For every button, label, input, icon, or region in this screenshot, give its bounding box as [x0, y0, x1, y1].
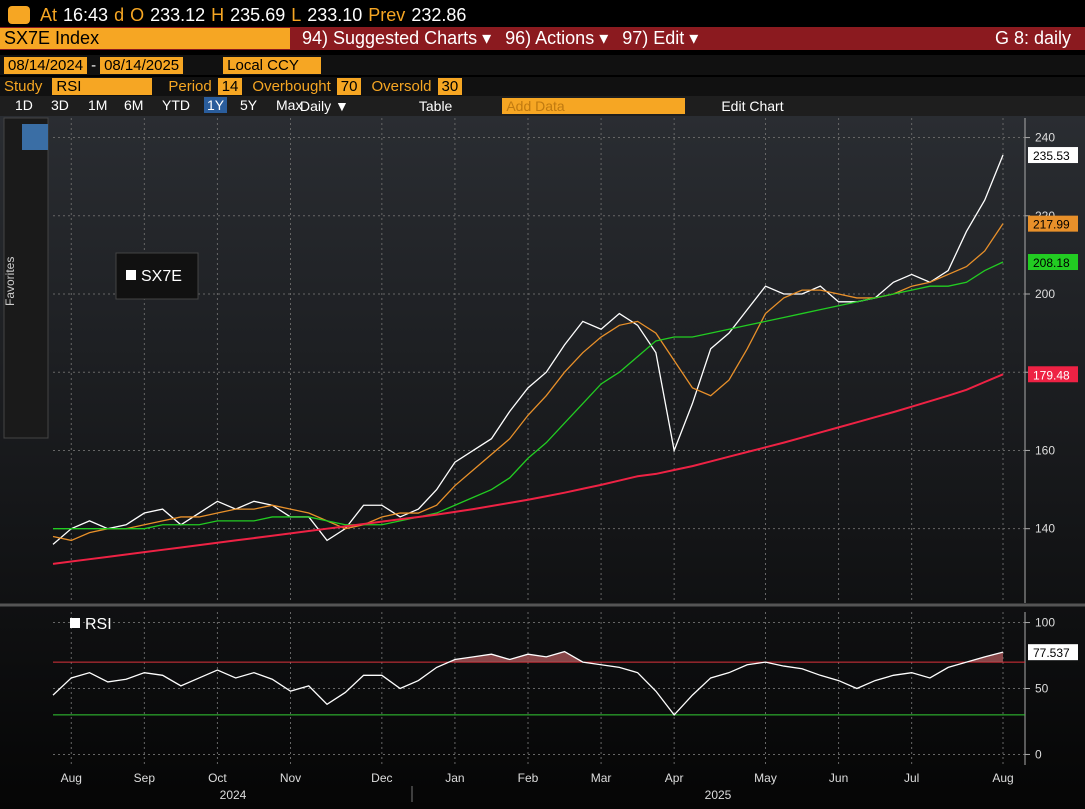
oversold-input[interactable]: 30	[437, 78, 463, 95]
table-button[interactable]: Table	[418, 98, 453, 114]
last-value-tag	[1028, 215, 1078, 232]
value: 232.86	[411, 4, 467, 25]
label: Period	[168, 78, 212, 95]
logo	[8, 6, 30, 24]
y-tick-label: 140	[1035, 522, 1055, 536]
separator: -	[91, 56, 97, 74]
menu[interactable]: 94) Suggested Charts ▾	[302, 28, 492, 48]
study-select[interactable]: RSI	[52, 78, 153, 95]
legend-label: SX7E	[141, 268, 182, 285]
range-button[interactable]: 3D	[51, 97, 69, 113]
last-value-tag	[1028, 366, 1078, 383]
last-value-tag	[1028, 147, 1078, 164]
label: Prev	[368, 4, 406, 25]
series-line	[52, 650, 1004, 716]
series-line	[52, 223, 1004, 542]
x-tick-label: Jan	[445, 771, 464, 785]
tool-button[interactable]	[22, 124, 48, 150]
x-tick-label: May	[754, 771, 777, 785]
tool-sidebar	[3, 117, 49, 439]
range-button[interactable]: 1Y	[204, 97, 228, 113]
range-button[interactable]: 6M	[124, 97, 144, 113]
range-button[interactable]: 1M	[88, 97, 108, 113]
series-line	[52, 154, 1004, 545]
label: Oversold	[371, 78, 432, 95]
legend-swatch	[70, 618, 80, 628]
x-tick-label: Dec	[371, 771, 392, 785]
x-tick-label: Feb	[518, 771, 539, 785]
x-tick-label: Jul	[904, 771, 919, 785]
graph-name[interactable]: G 8: daily	[994, 28, 1071, 48]
study-bar: Study RSI Period 14 Overbought 70 Overso…	[0, 77, 1085, 96]
background	[0, 116, 1085, 809]
y-tick-label: 100	[1035, 616, 1055, 630]
value: 16:43	[63, 4, 109, 25]
date-input[interactable]: 08/14/2025	[100, 56, 184, 74]
legend-label: RSI	[85, 616, 112, 633]
series-line	[53, 261, 1004, 530]
add-data[interactable]: Add Data	[502, 98, 686, 114]
last-value-label: 179.48	[1033, 368, 1070, 382]
value: 235.69	[230, 4, 286, 25]
sidebar-label: Favorites	[3, 257, 17, 306]
y-tick-label: 240	[1035, 131, 1055, 145]
last-value-label: 208.18	[1033, 256, 1070, 270]
y-tick-label: 50	[1035, 682, 1049, 696]
label: d	[114, 4, 125, 25]
range-bar: Daily ▼ Table Add Data Edit Chart 1D 3D 1M…	[0, 96, 1085, 116]
range-button[interactable]: 5Y	[240, 97, 258, 113]
frequency[interactable]: Daily ▼	[300, 98, 349, 114]
menu-bar: SX7E Index 94) Suggested Charts ▾ 96) Ac…	[0, 27, 1085, 50]
label: O	[130, 4, 145, 25]
range-button[interactable]: 1D	[15, 97, 33, 113]
x-tick-label: Sep	[134, 771, 156, 785]
last-value-label: 77.537	[1033, 646, 1070, 660]
period-input[interactable]: 14	[217, 78, 243, 95]
ticker[interactable]: SX7E Index	[0, 28, 290, 49]
value: 233.10	[307, 4, 363, 25]
legend-swatch	[126, 270, 136, 280]
x-tick-label: Oct	[208, 771, 227, 785]
menu[interactable]: 96) Actions ▾	[505, 28, 609, 48]
y-tick-label: 200	[1035, 287, 1055, 301]
last-value-tag	[1028, 644, 1078, 661]
date-input[interactable]: 08/14/2024	[4, 56, 88, 74]
label: H	[211, 4, 225, 25]
x-tick-label: Mar	[591, 771, 612, 785]
x-tick-label: Aug	[992, 771, 1013, 785]
label: Study	[4, 78, 43, 95]
menu[interactable]: 97) Edit ▾	[622, 28, 699, 48]
range-button[interactable]: Max	[276, 97, 303, 113]
x-tick-label: Nov	[280, 771, 301, 785]
x-tick-label: Aug	[61, 771, 82, 785]
currency[interactable]: Local CCY	[223, 56, 322, 74]
date-bar: 08/14/2024 - 08/14/2025 Local CCY	[0, 55, 1085, 75]
label: L	[291, 4, 302, 25]
overbought-area	[448, 651, 1003, 663]
x-tick-label: Jun	[829, 771, 848, 785]
legend-box	[115, 252, 199, 300]
overbought-input[interactable]: 70	[336, 78, 362, 95]
x-tick-label: Apr	[665, 771, 684, 785]
edit-chart[interactable]: Edit Chart	[721, 98, 784, 114]
last-value-tag	[1028, 254, 1078, 271]
year-label: 2025	[705, 788, 732, 802]
series-line	[52, 373, 1004, 565]
label: At	[40, 4, 58, 25]
value: 233.12	[150, 4, 206, 25]
label: Overbought	[252, 78, 331, 95]
y-tick-label: 160	[1035, 443, 1055, 457]
y-tick-label: 0	[1035, 747, 1042, 761]
last-value-label: 235.53	[1033, 149, 1070, 163]
chart: Favorites 140160180200220240235.53217.99…	[0, 116, 1085, 809]
last-value-label: 217.99	[1033, 218, 1070, 232]
range-button[interactable]: YTD	[162, 97, 190, 113]
year-label: 2024	[220, 788, 247, 802]
quote-bar: At 16:43 d O 233.12 H 235.69 L 233.10 Prev 23…	[0, 3, 1085, 27]
